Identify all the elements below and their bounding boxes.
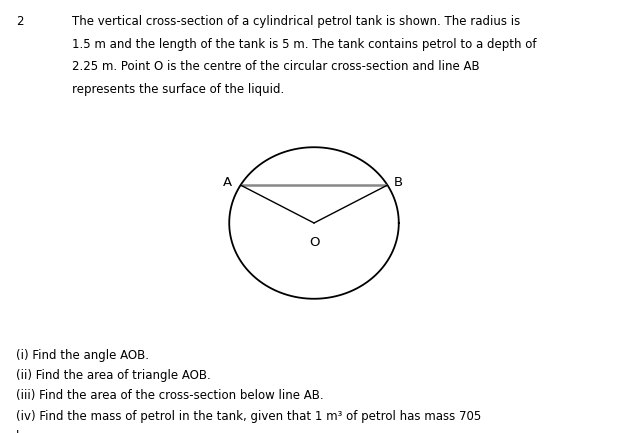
- Text: A: A: [224, 176, 232, 190]
- Text: O: O: [309, 236, 319, 249]
- Text: 2: 2: [16, 15, 23, 28]
- Text: represents the surface of the liquid.: represents the surface of the liquid.: [72, 83, 284, 96]
- Text: (iii) Find the area of the cross-section below line AB.: (iii) Find the area of the cross-section…: [16, 389, 323, 402]
- Text: (iv) Find the mass of petrol in the tank, given that 1 m³ of petrol has mass 705: (iv) Find the mass of petrol in the tank…: [16, 410, 481, 423]
- Text: (i) Find the angle AOB.: (i) Find the angle AOB.: [16, 349, 149, 362]
- Text: kg.: kg.: [16, 430, 34, 433]
- Text: B: B: [394, 176, 403, 190]
- Text: The vertical cross-section of a cylindrical petrol tank is shown. The radius is: The vertical cross-section of a cylindri…: [72, 15, 521, 28]
- Text: 2.25 m. Point O is the centre of the circular cross-section and line AB: 2.25 m. Point O is the centre of the cir…: [72, 60, 480, 73]
- Text: 1.5 m and the length of the tank is 5 m. The tank contains petrol to a depth of: 1.5 m and the length of the tank is 5 m.…: [72, 38, 537, 51]
- Text: (ii) Find the area of triangle AOB.: (ii) Find the area of triangle AOB.: [16, 369, 210, 382]
